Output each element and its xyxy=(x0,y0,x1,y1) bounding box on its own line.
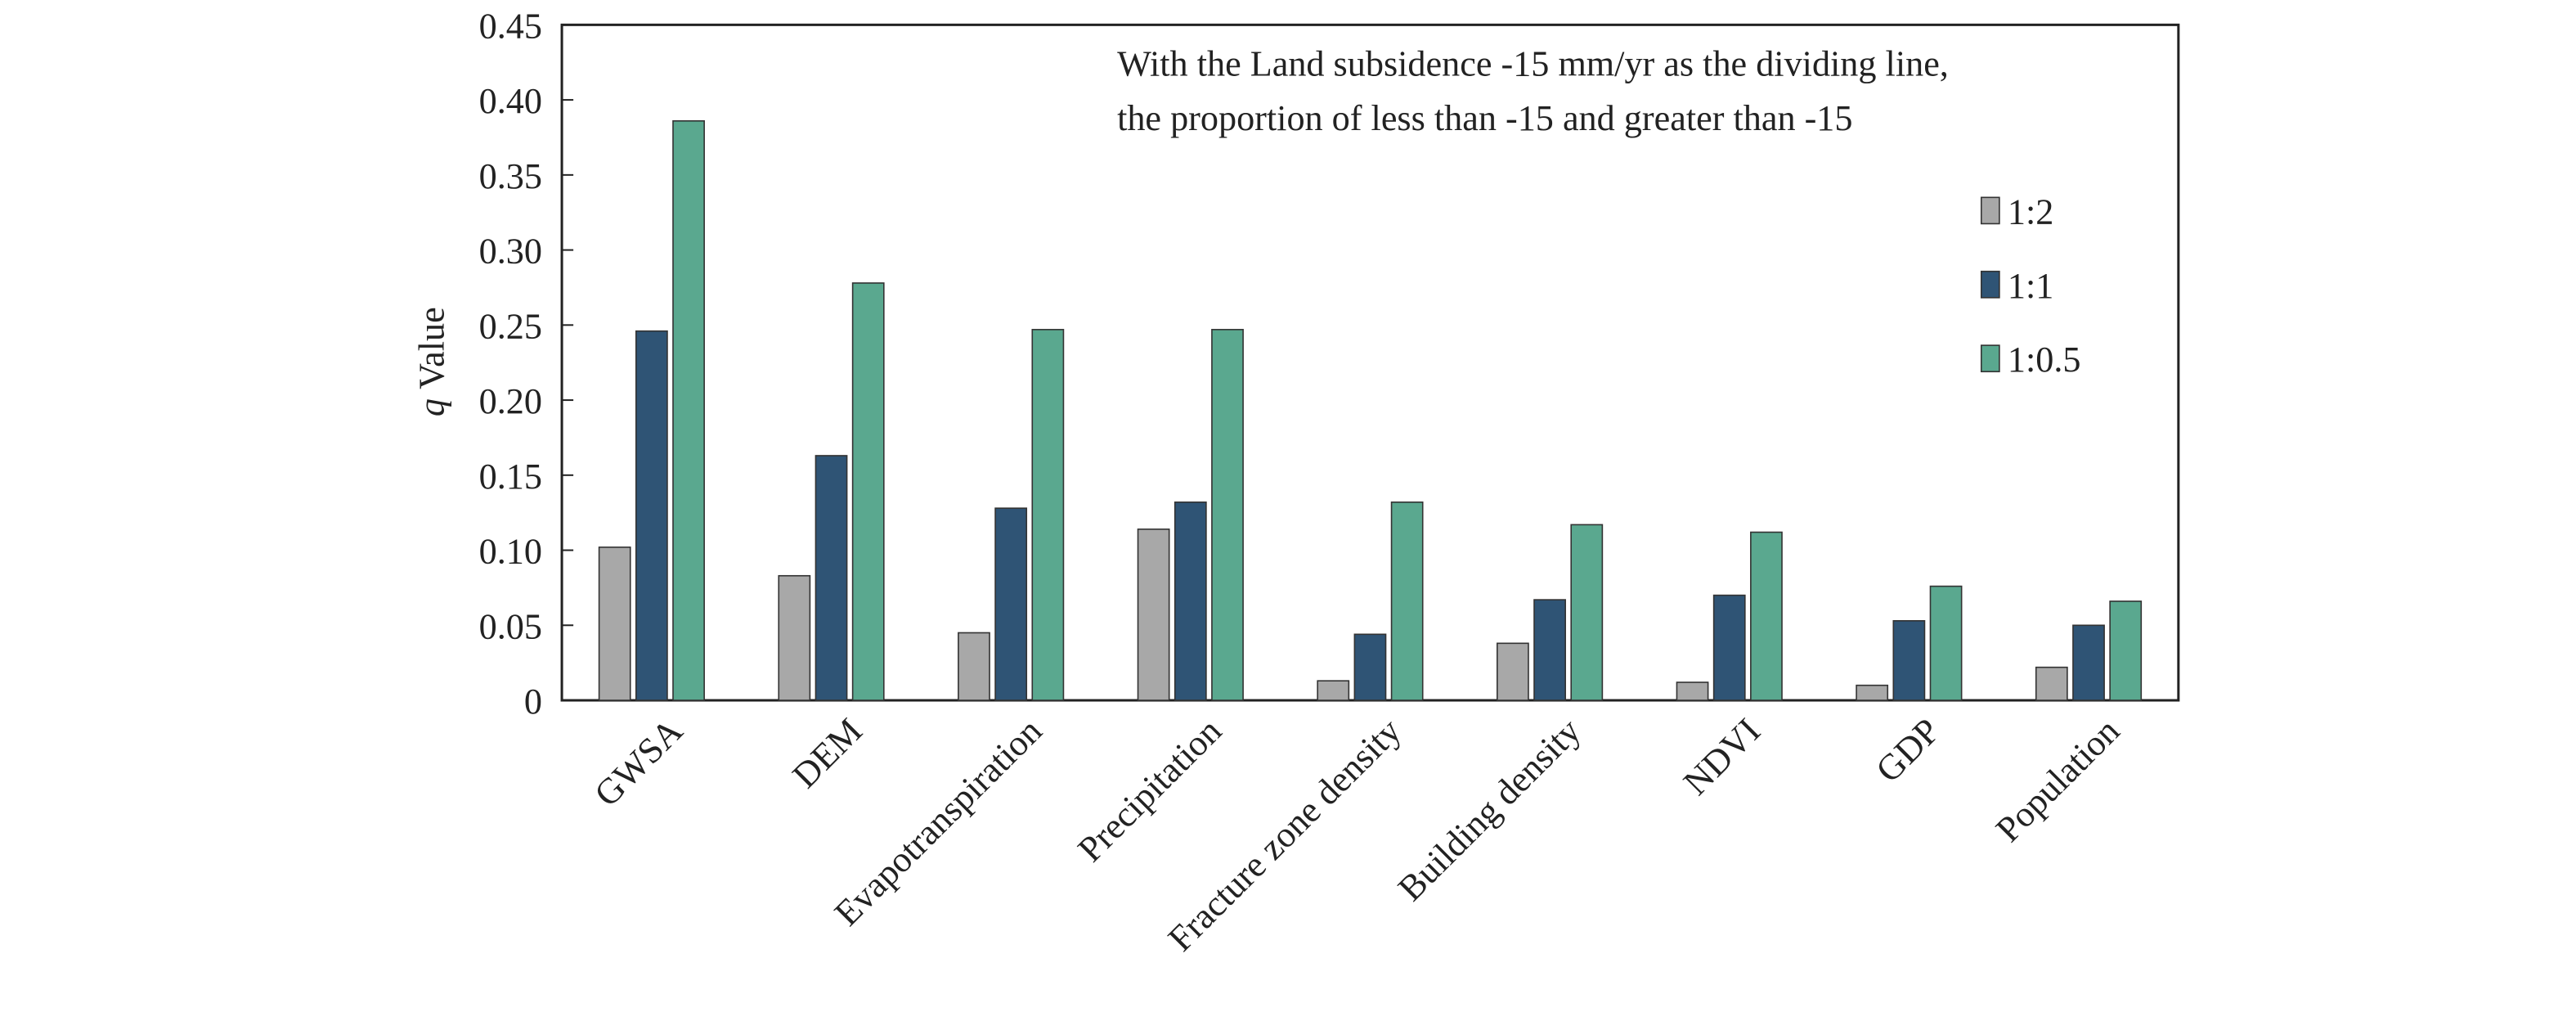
bar xyxy=(778,574,811,701)
bar xyxy=(1317,680,1350,701)
bar xyxy=(958,632,990,701)
y-tick-label: 0.35 xyxy=(479,156,542,196)
x-tick-label: NDVI xyxy=(1676,711,1768,803)
legend-swatch xyxy=(1980,196,2000,225)
y-tick-label: 0.05 xyxy=(479,606,542,646)
bar xyxy=(851,282,885,701)
legend-label: 1:1 xyxy=(2008,266,2053,306)
bar xyxy=(598,546,631,701)
y-tick-label: 0.25 xyxy=(479,306,542,346)
x-tick-label: GDP xyxy=(1868,711,1947,790)
bar xyxy=(1570,524,1604,701)
x-tick-label: DEM xyxy=(785,711,870,796)
y-tick-label: 0 xyxy=(524,681,542,722)
bar xyxy=(1174,502,1207,701)
bar xyxy=(994,507,1028,701)
bar xyxy=(2109,600,2143,701)
y-tick-label: 0.15 xyxy=(479,457,542,497)
bar xyxy=(1712,594,1746,701)
bar xyxy=(1137,528,1170,701)
y-tick-label: 0.45 xyxy=(479,6,542,46)
legend-swatch xyxy=(1980,270,2000,299)
bar xyxy=(1929,585,1963,701)
x-tick-label: GWSA xyxy=(586,711,690,815)
bar xyxy=(1856,684,1889,701)
legend-label: 1:0.5 xyxy=(2008,340,2081,380)
legend-swatch xyxy=(1980,344,2000,373)
bar xyxy=(1031,329,1065,701)
y-axis-label: Value xyxy=(411,307,451,389)
y-tick-label: 0.30 xyxy=(479,232,542,272)
bar xyxy=(1533,599,1566,701)
y-axis-title: q Value xyxy=(411,307,451,416)
y-tick-label: 0.40 xyxy=(479,81,542,121)
bar xyxy=(1892,619,1926,701)
bar xyxy=(672,119,705,701)
bar xyxy=(1676,681,1709,701)
y-axis-symbol: q xyxy=(411,398,451,416)
bar xyxy=(1496,642,1529,701)
bar xyxy=(2035,666,2068,701)
bar xyxy=(1353,633,1387,701)
bar xyxy=(1390,502,1424,701)
bar xyxy=(1750,531,1783,701)
legend-label: 1:2 xyxy=(2008,191,2053,232)
annotation: the proportion of less than -15 and grea… xyxy=(1117,98,1852,138)
bar xyxy=(1211,329,1244,701)
x-tick-label: Precipitation xyxy=(1070,711,1229,870)
bar xyxy=(635,330,668,701)
x-tick-label: Population xyxy=(1988,711,2127,850)
y-tick-label: 0.10 xyxy=(479,532,542,572)
annotation: With the Land subsidence -15 mm/yr as th… xyxy=(1117,44,1949,84)
bar xyxy=(815,455,848,701)
bar xyxy=(2072,624,2105,701)
x-tick-label: Building density xyxy=(1390,711,1588,909)
y-tick-label: 0.20 xyxy=(479,381,542,421)
